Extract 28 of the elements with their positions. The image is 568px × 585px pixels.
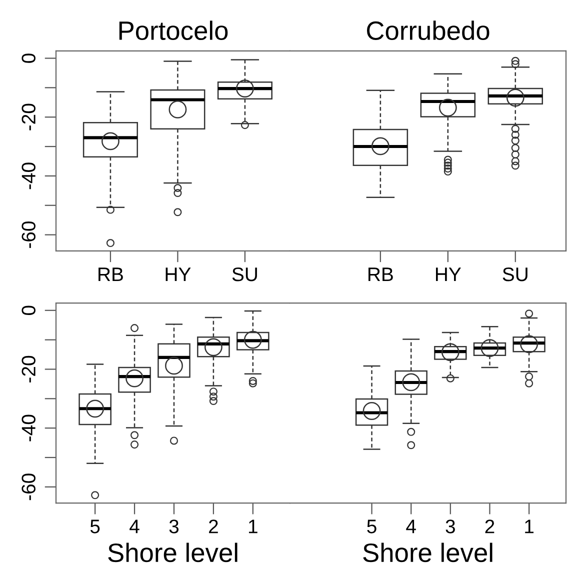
x-tick-label: 4 (406, 520, 416, 534)
x-tick-label: 2 (209, 520, 218, 534)
chart-title: Portocelo (119, 20, 228, 40)
x-tick-label: RB (98, 268, 123, 282)
x-tick-label: 1 (248, 520, 258, 534)
x-tick-label: 5 (90, 520, 100, 534)
x-tick-label: RB (368, 268, 393, 282)
y-tick-label: 0 (22, 306, 36, 316)
x-tick-label: 5 (367, 520, 376, 534)
y-tick-label: -20 (22, 104, 36, 130)
x-tick-label: SU (502, 267, 528, 282)
y-tick-label: -40 (22, 414, 36, 442)
y-tick-label: -40 (22, 162, 36, 190)
x-tick-label: 2 (485, 520, 494, 534)
x-tick-label: HY (166, 268, 191, 282)
x-tick-label: 1 (525, 520, 534, 534)
x-axis-title: Shore level (108, 542, 238, 562)
x-tick-label: 3 (169, 520, 179, 534)
y-tick-label: -60 (22, 221, 36, 248)
x-tick-label: SU (232, 267, 257, 282)
x-tick-label: 3 (446, 520, 455, 534)
y-tick-label: 0 (22, 54, 36, 63)
chart-title: Corrubedo (367, 20, 490, 40)
x-tick-label: HY (436, 268, 461, 282)
x-axis-title: Shore level (363, 542, 492, 562)
y-tick-label: -20 (22, 356, 36, 382)
x-tick-label: 4 (130, 520, 140, 534)
y-tick-label: -60 (22, 474, 36, 500)
